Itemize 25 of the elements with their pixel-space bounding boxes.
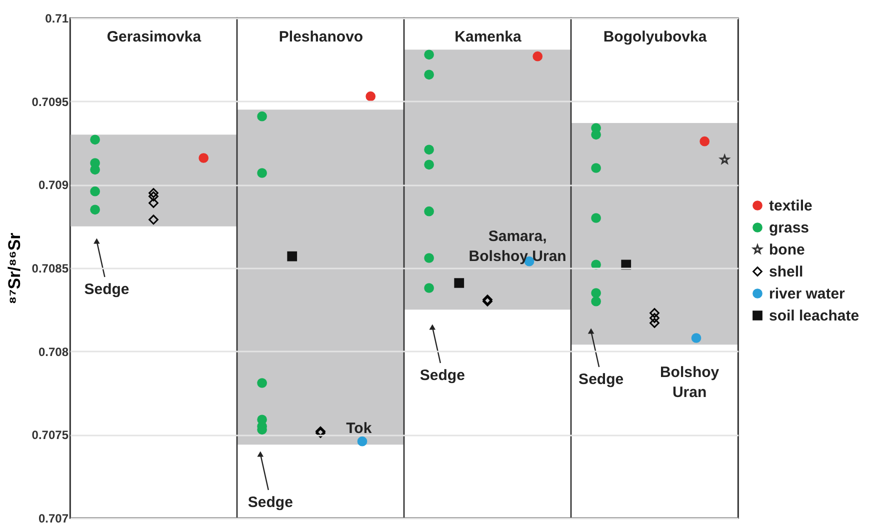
legend-label: textile bbox=[769, 198, 812, 214]
y-tick-label: 0.71 bbox=[45, 12, 69, 26]
y-axis-title: ⁸⁷Sr/⁸⁶Sr bbox=[4, 232, 24, 304]
legend-label: shell bbox=[769, 264, 804, 280]
y-tick-label: 0.7085 bbox=[32, 262, 69, 276]
legend-label: soil leachate bbox=[769, 308, 860, 324]
x-tick-label: Gerasimovka bbox=[106, 28, 202, 46]
annotation: Samara, Bolshoy Uran bbox=[468, 228, 566, 265]
x-tick-label: Pleshanovo bbox=[278, 28, 364, 46]
annotation: Bolshoy Uran bbox=[660, 364, 720, 401]
annotation: Sedge bbox=[420, 367, 465, 384]
legend-label: river water bbox=[769, 286, 846, 302]
y-tick-label: 0.709 bbox=[38, 178, 69, 192]
x-tick-label: Kamenka bbox=[454, 28, 522, 46]
y-tick-label: 0.707 bbox=[38, 512, 69, 524]
annotation: Sedge bbox=[248, 494, 293, 511]
legend-label: grass bbox=[769, 220, 810, 236]
legend-label: bone bbox=[769, 242, 805, 258]
annotation: Sedge bbox=[578, 371, 624, 388]
y-tick-label: 0.708 bbox=[38, 344, 69, 359]
y-tick-label: 0.7075 bbox=[32, 428, 69, 442]
annotation: Sedge bbox=[84, 281, 130, 298]
y-tick-label: 0.7095 bbox=[32, 94, 69, 109]
x-tick-label: Bogolyubovka bbox=[603, 28, 708, 46]
annotation: Tok bbox=[346, 420, 372, 437]
